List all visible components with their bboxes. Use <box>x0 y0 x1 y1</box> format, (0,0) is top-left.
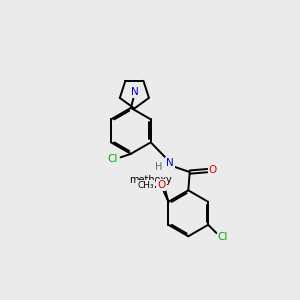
Text: Cl: Cl <box>218 232 228 242</box>
Text: methoxy: methoxy <box>129 175 172 185</box>
Text: O: O <box>160 175 169 185</box>
Text: H: H <box>155 162 163 172</box>
Text: N: N <box>166 158 174 168</box>
Text: CH₃: CH₃ <box>137 181 154 190</box>
Text: N: N <box>131 87 139 97</box>
Text: O: O <box>157 180 165 190</box>
Text: O: O <box>208 165 217 175</box>
Text: Cl: Cl <box>107 154 118 164</box>
